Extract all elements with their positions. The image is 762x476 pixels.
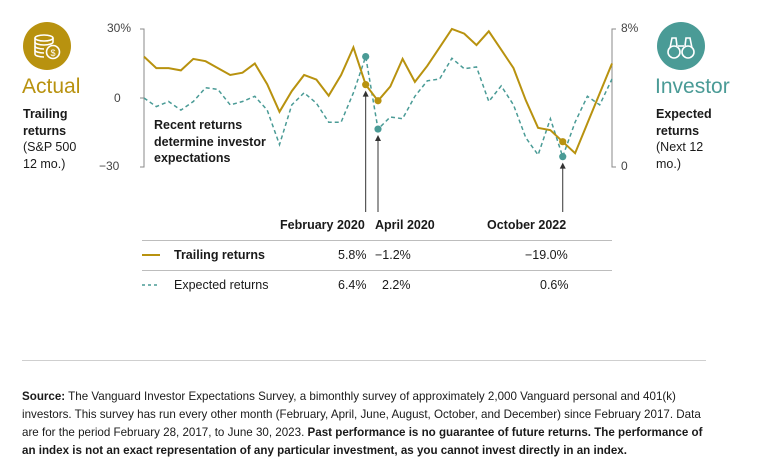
returns-line-chart — [140, 27, 616, 212]
investor-badge — [657, 22, 705, 70]
table-rule-top — [142, 240, 612, 241]
row-trailing-apr: −1.2% — [375, 248, 411, 262]
header-apr-2020: April 2020 — [375, 218, 435, 232]
series-trailing-returns-line — [143, 27, 613, 155]
row-expected-apr: 2.2% — [382, 278, 411, 292]
table-rule-mid — [142, 270, 612, 271]
row-trailing-feb: 5.8% — [338, 248, 367, 262]
footnote-disclaimer: Past performance is no guarantee of futu… — [22, 426, 703, 457]
actual-badge: $ — [23, 22, 71, 70]
actual-description: Trailing returns (S&P 500 12 mo.) — [23, 106, 76, 172]
trailing-point-oct-2022 — [559, 138, 567, 146]
expected-point-oct-2022 — [559, 153, 567, 161]
left-tick-bottom: −30 — [99, 159, 120, 173]
row-expected-name: Expected returns — [174, 278, 269, 292]
expected-point-apr-2020 — [374, 125, 382, 133]
binoculars-icon — [667, 37, 695, 59]
right-tick-bottom: 0 — [621, 159, 628, 173]
header-feb-2020: February 2020 — [280, 218, 365, 232]
row-expected-oct: 0.6% — [540, 278, 569, 292]
trailing-point-apr-2020 — [374, 97, 382, 105]
right-tick-top: 8% — [621, 21, 639, 35]
chart-callout: Recent returns determine investor expect… — [154, 118, 266, 165]
investor-label: Investor — [655, 75, 730, 98]
actual-desc-line2: returns — [23, 123, 67, 138]
actual-desc-line1: Trailing — [23, 107, 68, 121]
actual-label: Actual — [22, 75, 81, 98]
footnote: Source: The Vanguard Investor Expectatio… — [22, 388, 712, 460]
legend-trailing-swatch — [142, 254, 160, 256]
left-tick-zero: 0 — [114, 91, 121, 105]
row-trailing-name: Trailing returns — [174, 248, 265, 262]
right-axis-line — [611, 28, 616, 168]
footnote-source-label: Source: — [22, 390, 66, 403]
legend-expected-swatch — [142, 284, 160, 286]
pointer-arrow-oct-2022 — [559, 162, 566, 169]
pointer-arrow-feb-2020 — [362, 90, 369, 97]
left-tick-top: 30% — [107, 21, 132, 35]
expected-point-feb-2020 — [362, 53, 370, 61]
row-trailing-oct: −19.0% — [525, 248, 568, 262]
footnote-divider — [22, 360, 706, 361]
investor-desc-line4: mo.) — [656, 156, 681, 171]
row-expected-feb: 6.4% — [338, 278, 367, 292]
investor-description: Expected returns (Next 12 mo.) — [656, 106, 712, 172]
money-stack-dollar-icon: $ — [34, 34, 61, 60]
investor-desc-line1: Expected — [656, 107, 712, 121]
footnote-source-text: The Vanguard Investor Expectations Surve… — [22, 390, 701, 439]
header-oct-2022: October 2022 — [487, 218, 567, 232]
pointer-arrow-apr-2020 — [375, 135, 381, 142]
investor-desc-line2: returns — [656, 123, 700, 138]
actual-desc-line4: 12 mo.) — [23, 156, 66, 171]
actual-desc-line3: (S&P 500 — [23, 140, 77, 154]
investor-desc-line3: (Next 12 — [656, 140, 704, 154]
svg-text:$: $ — [50, 48, 55, 58]
trailing-point-feb-2020 — [362, 81, 370, 89]
